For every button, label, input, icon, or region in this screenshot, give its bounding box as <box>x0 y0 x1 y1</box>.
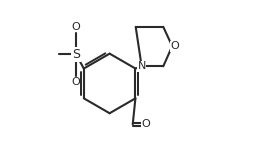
Text: N: N <box>137 61 145 71</box>
Text: S: S <box>72 48 80 61</box>
Text: O: O <box>71 77 80 87</box>
Text: O: O <box>71 22 80 32</box>
Text: O: O <box>169 41 178 51</box>
Text: O: O <box>140 119 149 129</box>
